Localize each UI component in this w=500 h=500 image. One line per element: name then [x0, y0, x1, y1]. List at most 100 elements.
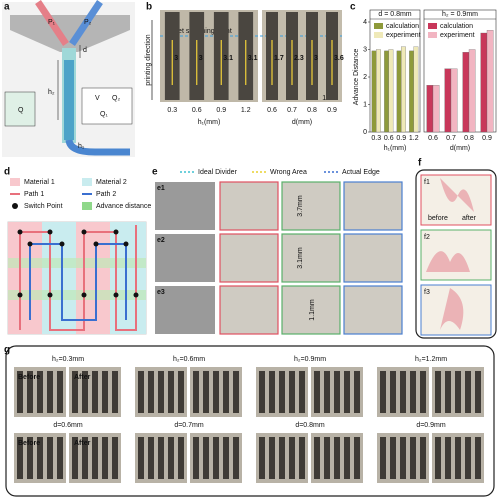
legend-swatch [82, 202, 92, 210]
condition-label: h₂=0.6mm [173, 356, 205, 363]
legend-swatch [428, 32, 437, 38]
label: Q [18, 107, 24, 114]
switch-point [123, 241, 129, 247]
axis-title: h₁(mm) [198, 119, 221, 126]
x-tick-label: 0.3 [371, 135, 381, 142]
panel-label: e [152, 167, 158, 178]
photo [155, 234, 215, 282]
label: h₂ [48, 89, 55, 96]
distance-label: 3 [314, 55, 318, 62]
condition-label: d=0.6mm [53, 422, 83, 429]
bar [480, 32, 488, 133]
condition-label: h₂=1.2mm [415, 356, 447, 363]
chart-title: h₂ = 0.9mm [442, 11, 478, 18]
x-tick-label: 0.6 [192, 107, 202, 114]
print-stripe [168, 437, 174, 479]
x-tick-label: 1.2 [241, 107, 251, 114]
print-stripe [344, 371, 350, 413]
panel-label: c [350, 2, 356, 13]
legend-label: Switch Point [24, 203, 63, 210]
distance-label: 1.7 [274, 55, 284, 62]
print-stripe [465, 437, 471, 479]
plot-frame [423, 9, 497, 133]
print-stripe [82, 437, 88, 479]
y-tick-label: 3 [363, 46, 367, 53]
switch-point [81, 229, 87, 235]
print-stripe [92, 437, 98, 479]
bar [376, 49, 381, 133]
x-tick-label: 0.9 [482, 135, 492, 142]
switch-point [17, 292, 23, 298]
label: P₂ [84, 19, 92, 26]
print-stripe [112, 371, 118, 413]
print-stripe [37, 371, 43, 413]
y-axis-title: Advance Distance [353, 49, 360, 106]
print-stripe [324, 437, 330, 479]
print-stripe [445, 437, 451, 479]
tube-blue [69, 0, 103, 46]
after-label: After [74, 440, 91, 447]
print-stripe [299, 437, 305, 479]
x-tick-label: 0.7 [287, 107, 297, 114]
x-tick-label: 0.3 [167, 107, 177, 114]
print-stripe [465, 371, 471, 413]
print-stripe [435, 437, 441, 479]
advance-band [8, 258, 146, 268]
print-stripe [314, 437, 320, 479]
switch-point [133, 292, 139, 298]
x-tick-label: 0.6 [428, 135, 438, 142]
legend-label: Wrong Area [270, 169, 307, 176]
bar [413, 46, 419, 133]
legend-label: Actual Edge [342, 169, 380, 176]
print-stripe [259, 437, 265, 479]
x-tick-label: 0.9 [216, 107, 226, 114]
print-stripe [203, 371, 209, 413]
photo [219, 233, 279, 283]
print-stripe [102, 371, 108, 413]
row-label: f2 [424, 234, 430, 241]
print-stripe [400, 371, 406, 413]
funnel [10, 15, 130, 52]
print-stripe [213, 437, 219, 479]
x-tick-label: 0.6 [267, 107, 277, 114]
photo [343, 233, 403, 283]
label: Q₁ [100, 111, 108, 118]
axis-title: d(mm) [292, 119, 312, 126]
y-tick-label: 1 [363, 101, 367, 108]
print-stripe [17, 437, 23, 479]
bar [468, 49, 476, 133]
bar [388, 49, 394, 133]
print-stripe [158, 371, 164, 413]
photo [155, 286, 215, 334]
label: V [95, 95, 100, 102]
legend-label: calculation [386, 23, 419, 30]
inset-left [4, 91, 36, 127]
print-stripe [410, 437, 416, 479]
x-tick-label: 1.2 [409, 135, 419, 142]
print-stripe [37, 437, 43, 479]
print-stripe [354, 371, 360, 413]
legend-swatch [82, 178, 92, 186]
switch-point [47, 292, 53, 298]
print-stripe [390, 437, 396, 479]
print-stripe [178, 437, 184, 479]
print-stripe [475, 437, 481, 479]
print-stripe [168, 371, 174, 413]
print-stripe [420, 437, 426, 479]
print-stripe [324, 371, 330, 413]
distance-label: 3.1 [248, 55, 258, 62]
print-stripe [435, 371, 441, 413]
after-label: after [462, 215, 477, 222]
condition-label: h₂=0.3mm [52, 356, 84, 363]
bar [371, 50, 377, 133]
print-stripe [193, 371, 199, 413]
switch-point [113, 229, 119, 235]
print-stripe [158, 437, 164, 479]
switch-point [27, 241, 33, 247]
y-tick-label: 4 [363, 19, 367, 26]
nozzle-inner [64, 60, 74, 140]
panel-label: d [4, 167, 10, 178]
print-stripe [445, 371, 451, 413]
scale-label: 3.7mm [297, 195, 304, 217]
y-tick-label: 0 [363, 129, 367, 136]
